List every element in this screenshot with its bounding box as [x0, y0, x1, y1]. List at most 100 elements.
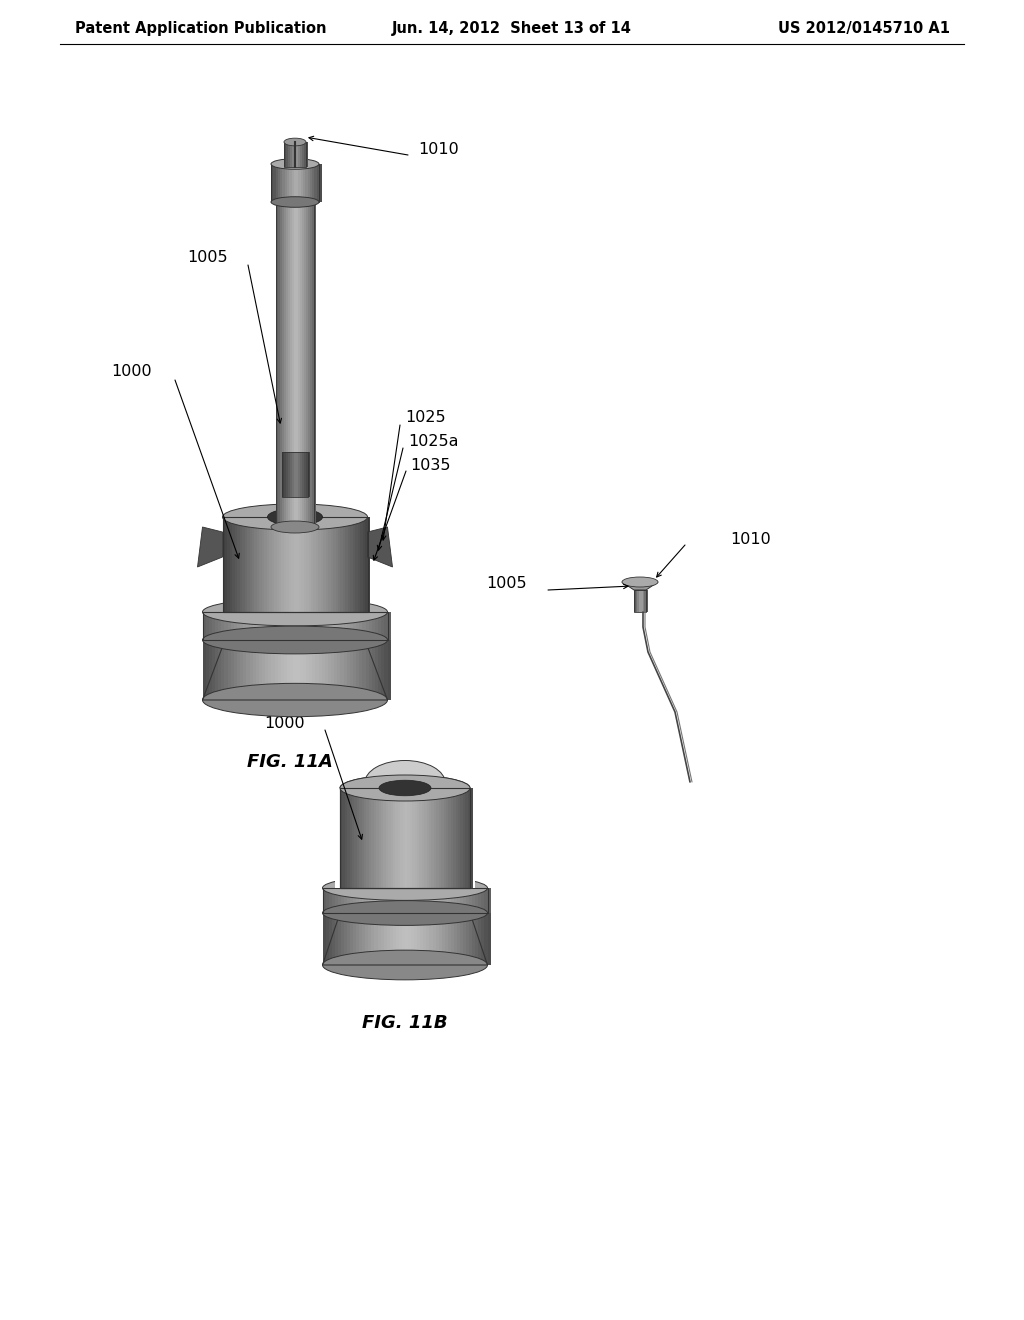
- Bar: [434, 788, 437, 888]
- Bar: [323, 888, 326, 913]
- Bar: [262, 640, 265, 700]
- Text: Jun. 14, 2012  Sheet 13 of 14: Jun. 14, 2012 Sheet 13 of 14: [392, 21, 632, 36]
- Bar: [212, 640, 215, 700]
- Bar: [465, 788, 468, 888]
- Ellipse shape: [379, 780, 431, 796]
- Bar: [314, 164, 317, 202]
- Bar: [292, 197, 295, 527]
- Bar: [393, 913, 396, 965]
- Bar: [463, 888, 467, 913]
- Bar: [306, 640, 309, 700]
- Bar: [454, 913, 458, 965]
- Bar: [234, 517, 238, 612]
- Bar: [306, 517, 309, 612]
- Bar: [259, 612, 262, 640]
- Bar: [461, 788, 463, 888]
- Bar: [468, 788, 470, 888]
- Bar: [218, 640, 222, 700]
- Bar: [292, 164, 294, 202]
- Bar: [300, 640, 303, 700]
- Bar: [388, 788, 391, 888]
- Bar: [232, 517, 236, 612]
- Text: 1010: 1010: [730, 532, 771, 548]
- Bar: [230, 640, 234, 700]
- Bar: [338, 517, 341, 612]
- Bar: [349, 788, 352, 888]
- Bar: [265, 640, 268, 700]
- Bar: [372, 788, 374, 888]
- Bar: [352, 788, 355, 888]
- Bar: [340, 788, 343, 888]
- Bar: [402, 788, 406, 888]
- Bar: [290, 640, 294, 700]
- Bar: [278, 164, 281, 202]
- Bar: [230, 612, 234, 640]
- Bar: [420, 913, 424, 965]
- Bar: [466, 888, 470, 913]
- Bar: [315, 517, 318, 612]
- Bar: [304, 451, 306, 498]
- Bar: [441, 913, 445, 965]
- Bar: [352, 517, 355, 612]
- Ellipse shape: [365, 760, 445, 805]
- Bar: [306, 451, 308, 498]
- Bar: [411, 913, 415, 965]
- Bar: [288, 197, 291, 527]
- Bar: [284, 451, 287, 498]
- Bar: [357, 517, 360, 612]
- Bar: [463, 913, 467, 965]
- Bar: [318, 612, 323, 640]
- Bar: [286, 197, 289, 527]
- Bar: [227, 612, 231, 640]
- Bar: [369, 788, 372, 888]
- Bar: [413, 788, 415, 888]
- Text: FIG. 11A: FIG. 11A: [247, 752, 333, 771]
- Bar: [376, 788, 379, 888]
- Bar: [383, 788, 386, 888]
- Bar: [381, 640, 385, 700]
- Bar: [468, 788, 470, 888]
- Bar: [250, 612, 253, 640]
- Bar: [240, 612, 244, 640]
- Bar: [215, 612, 219, 640]
- Bar: [252, 517, 255, 612]
- Bar: [431, 788, 434, 888]
- Bar: [366, 888, 369, 913]
- Bar: [329, 913, 332, 965]
- Bar: [374, 788, 377, 888]
- Bar: [378, 888, 381, 913]
- Bar: [436, 788, 439, 888]
- Bar: [347, 612, 350, 640]
- Bar: [362, 888, 366, 913]
- Bar: [366, 640, 369, 700]
- Bar: [298, 197, 300, 527]
- Bar: [268, 612, 272, 640]
- Bar: [350, 888, 353, 913]
- Bar: [233, 612, 238, 640]
- Bar: [215, 640, 219, 700]
- Bar: [350, 612, 353, 640]
- Bar: [292, 143, 294, 168]
- Bar: [366, 913, 369, 965]
- Bar: [312, 164, 314, 202]
- Bar: [353, 640, 356, 700]
- Bar: [203, 612, 206, 640]
- Bar: [310, 164, 312, 202]
- Bar: [484, 888, 488, 913]
- Bar: [451, 788, 454, 888]
- Bar: [300, 197, 302, 527]
- Bar: [359, 788, 362, 888]
- Bar: [415, 788, 418, 888]
- Bar: [445, 788, 449, 888]
- Bar: [456, 788, 459, 888]
- Bar: [381, 888, 384, 913]
- Bar: [451, 888, 455, 913]
- Bar: [340, 788, 470, 888]
- Bar: [296, 143, 298, 168]
- Bar: [413, 788, 415, 888]
- Bar: [481, 888, 485, 913]
- Bar: [359, 913, 362, 965]
- Bar: [299, 517, 302, 612]
- Bar: [338, 888, 341, 913]
- Bar: [354, 788, 357, 888]
